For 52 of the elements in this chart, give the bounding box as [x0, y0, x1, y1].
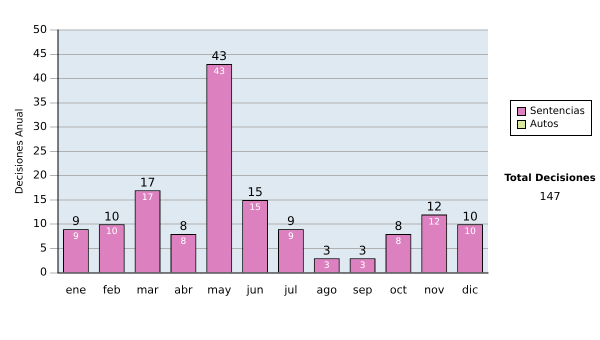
data-label: 3: [360, 261, 366, 272]
x-tick-label: jul: [283, 283, 298, 296]
x-tick-label: feb: [102, 283, 121, 296]
x-tick-label: dic: [462, 283, 478, 296]
y-tick-label: 15: [32, 192, 47, 206]
total-label: 43: [212, 49, 227, 64]
total-label: 10: [462, 209, 478, 224]
total-label: 8: [394, 219, 402, 234]
total-label: 9: [72, 214, 80, 228]
x-tick-label: may: [207, 283, 232, 296]
total-label: 3: [322, 243, 331, 258]
x-tick-label: mar: [136, 283, 160, 296]
y-tick-label: 25: [32, 144, 47, 158]
total-label: 15: [247, 185, 263, 200]
y-tick-label: 30: [32, 120, 47, 133]
y-tick-label: 10: [32, 217, 47, 230]
legend-label: Autos: [530, 118, 558, 131]
data-label: 10: [464, 227, 476, 238]
text: Total Decisiones: [503, 172, 597, 186]
total-label: 8: [180, 219, 188, 234]
x-tick-label: jun: [246, 283, 264, 296]
x-tick-label: nov: [424, 283, 445, 296]
total-label: 9: [287, 214, 295, 228]
x-tick-label: oct: [390, 283, 408, 296]
total-label: 3: [358, 243, 366, 258]
data-label: 9: [73, 232, 80, 242]
data-label: 3: [324, 261, 330, 272]
x-tick-label: ene: [66, 283, 86, 296]
total-label: 17: [140, 175, 156, 190]
y-tick-label: 35: [32, 96, 47, 109]
legend-label: Sentencias: [530, 105, 585, 118]
total-label: 12: [426, 200, 442, 214]
text: 147: [538, 189, 562, 205]
data-label: 9: [288, 232, 294, 242]
y-tick-label: 20: [32, 168, 47, 182]
x-tick-label: abr: [174, 283, 194, 296]
data-label: 15: [249, 202, 261, 213]
data-label: 17: [142, 193, 154, 204]
data-label: 43: [214, 66, 225, 77]
total-label: 10: [104, 209, 120, 224]
data-label: 8: [180, 236, 187, 247]
y-tick-label: 5: [40, 241, 47, 254]
y-tick-label: 50: [32, 22, 47, 36]
x-tick-label: ago: [316, 283, 338, 296]
y-axis-title: Decisiones Anual: [14, 108, 26, 194]
data-label: 8: [396, 236, 402, 247]
x-tick-label: sep: [352, 283, 372, 296]
data-label: 10: [106, 227, 118, 238]
y-tick-label: 45: [32, 47, 47, 60]
y-tick-label: 0: [40, 266, 47, 279]
y-tick-label: 40: [32, 71, 47, 84]
data-label: 12: [428, 217, 440, 228]
